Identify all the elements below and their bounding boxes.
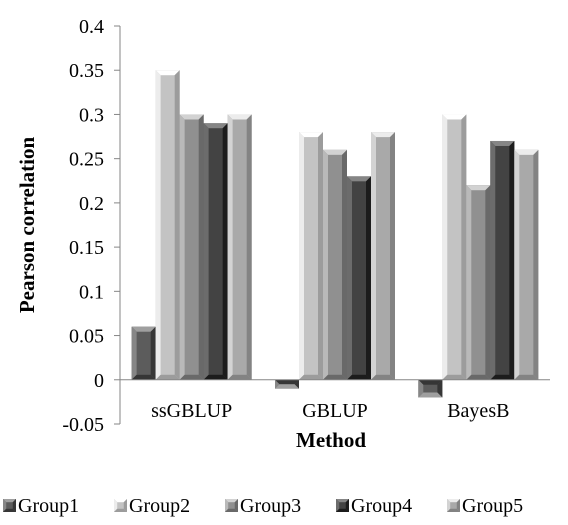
legend: Group1 Group2 Group3 Group4 Group5 — [3, 495, 523, 517]
y-tick-label: 0.35 — [69, 60, 104, 82]
legend-label: Group5 — [462, 495, 523, 517]
bar-ssGBLUP-Group4 — [203, 123, 228, 380]
bar-GBLUP-Group5 — [371, 132, 395, 380]
bar-ssGBLUP-Group3 — [179, 114, 204, 380]
bar-GBLUP-Group3 — [323, 149, 347, 380]
bar-BayesB-Group4 — [490, 140, 515, 380]
bar-ssGBLUP-Group5 — [227, 114, 252, 380]
bar-GBLUP-Group1 — [275, 379, 299, 389]
y-tick-label: 0.05 — [69, 326, 104, 348]
bar-GBLUP-Group2 — [299, 132, 323, 380]
legend-item-Group1: Group1 — [3, 495, 79, 517]
bar-BayesB-Group3 — [466, 185, 491, 380]
y-tick-label: 0 — [94, 370, 104, 392]
bar-BayesB-Group1 — [418, 379, 443, 398]
bar-BayesB-Group5 — [514, 149, 539, 380]
legend-swatch — [336, 499, 349, 512]
legend-swatch — [447, 499, 460, 512]
axes: ssGBLUP GBLUP BayesB -0.05 0 0.05 0.1 0.15 0.2 0.… — [62, 16, 550, 436]
legend-swatch — [114, 499, 127, 512]
legend-label: Group4 — [351, 495, 412, 517]
y-tick-label: 0.4 — [79, 16, 104, 38]
bar-BayesB-Group2 — [442, 114, 467, 380]
legend-item-Group4: Group4 — [336, 495, 412, 517]
y-tick-label: 0.25 — [69, 149, 104, 171]
y-tick-label: 0.2 — [79, 193, 104, 215]
legend-label: Group1 — [18, 495, 79, 517]
legend-item-Group2: Group2 — [114, 495, 190, 517]
bar-ssGBLUP-Group1 — [131, 326, 156, 380]
legend-item-Group3: Group3 — [225, 495, 301, 517]
bar-GBLUP-Group4 — [347, 176, 371, 380]
y-tick-label: 0.3 — [79, 104, 104, 126]
bar-ssGBLUP-Group2 — [155, 70, 180, 380]
y-tick-label: 0.15 — [69, 237, 104, 259]
legend-swatch — [3, 499, 16, 512]
legend-item-Group5: Group5 — [447, 495, 523, 517]
y-axis-title: Pearson correlation — [15, 137, 39, 314]
legend-label: Group3 — [240, 495, 301, 517]
plot-area — [131, 70, 539, 398]
x-tick-label: BayesB — [447, 400, 509, 422]
legend-label: Group2 — [129, 495, 190, 517]
y-tick-label: 0.1 — [79, 281, 104, 303]
y-tick-label: -0.05 — [62, 414, 104, 436]
legend-swatch — [225, 499, 238, 512]
x-tick-label: GBLUP — [302, 400, 368, 422]
x-tick-label: ssGBLUP — [151, 400, 232, 422]
x-axis-title: Method — [296, 428, 366, 452]
